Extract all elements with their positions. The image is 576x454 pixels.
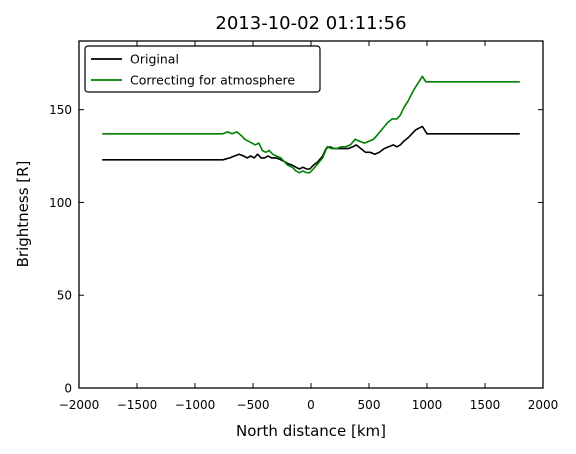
x-tick-label: 2000 <box>528 398 559 412</box>
x-axis-title: North distance [km] <box>236 422 386 440</box>
x-tick-label: −1000 <box>175 398 216 412</box>
ticks-layer: −2000 −1500 −1000 −500 0 500 1000 1500 2000 0 50 10… <box>49 41 558 412</box>
legend-label-original: Original <box>130 52 179 67</box>
y-tick-label: 0 <box>64 382 72 396</box>
chart-title: 2013-10-02 01:11:56 <box>215 13 406 34</box>
legend-label-corrected: Correcting for atmosphere <box>130 73 295 88</box>
x-tick-label: −500 <box>237 398 270 412</box>
x-tick-label: 1500 <box>470 398 501 412</box>
x-tick-label: 0 <box>307 398 315 412</box>
y-tick-label: 50 <box>57 289 72 303</box>
series-layer <box>102 75 520 174</box>
x-tick-label: −1500 <box>117 398 158 412</box>
y-axis-title: Brightness [R] <box>14 161 32 268</box>
legend-box <box>84 45 321 93</box>
plot-area-frame <box>78 40 544 389</box>
series-line-1 <box>102 75 520 174</box>
x-tick-label: 500 <box>358 398 381 412</box>
y-tick-label: 100 <box>49 196 72 210</box>
y-tick-label: 150 <box>49 103 72 117</box>
legend: Original Correcting for atmosphere <box>84 45 321 93</box>
x-tick-label: −2000 <box>59 398 100 412</box>
x-tick-label: 1000 <box>412 398 443 412</box>
